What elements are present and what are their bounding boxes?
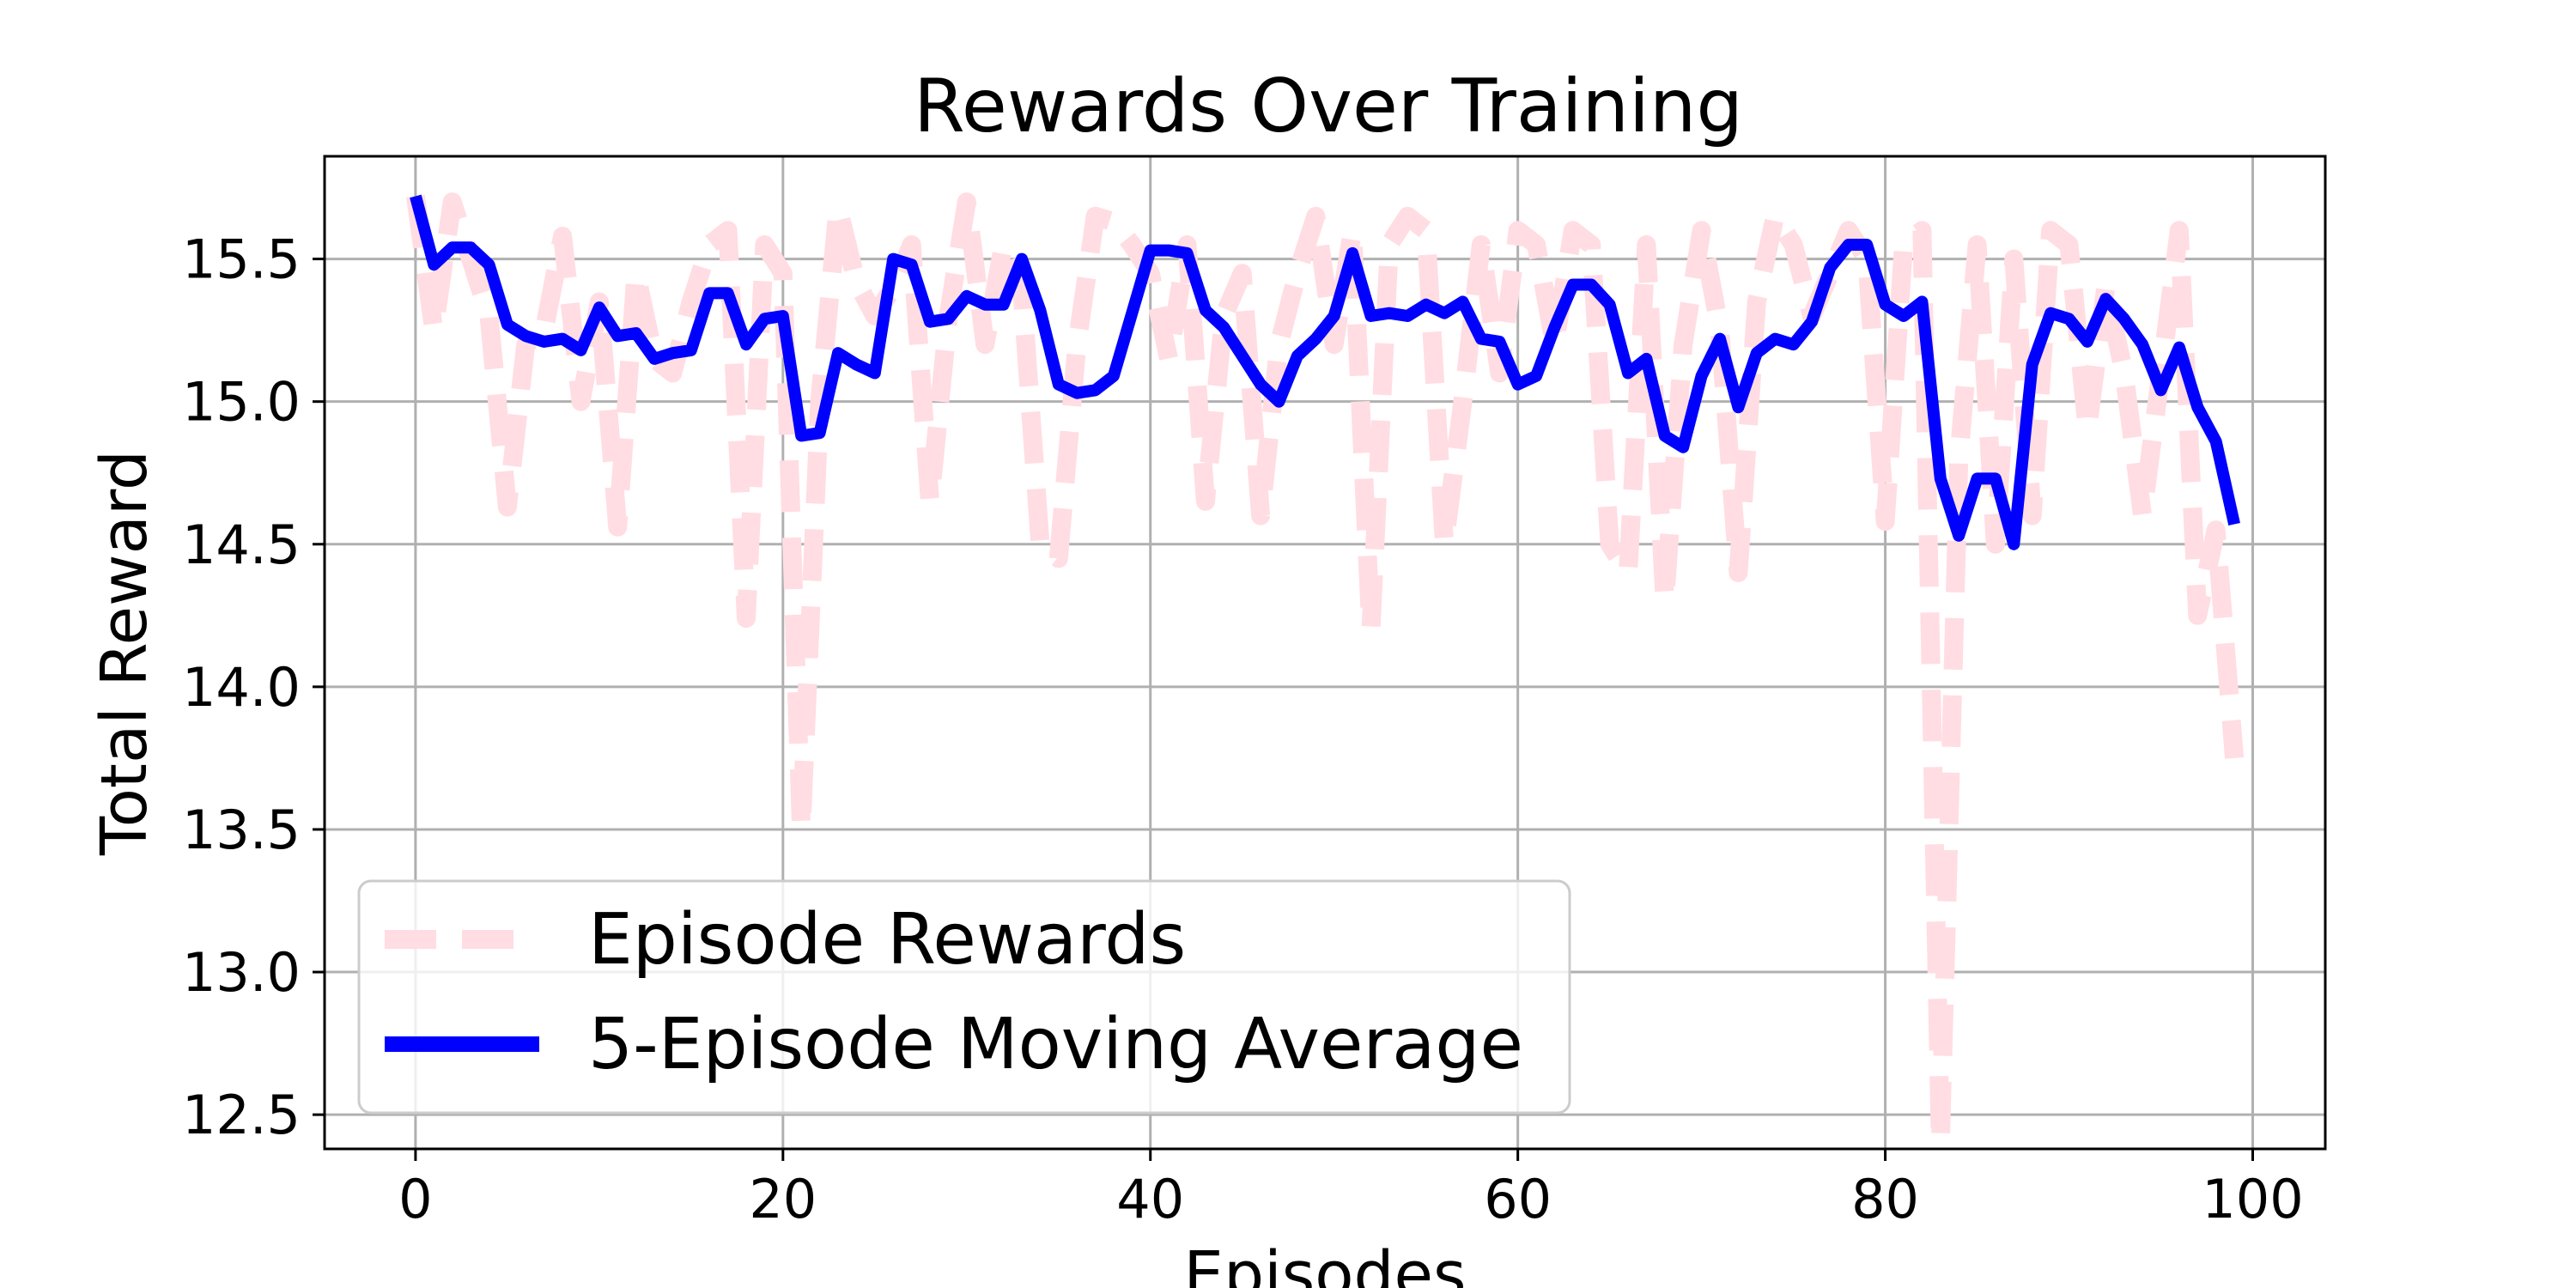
series-line-moving-average (410, 194, 2240, 550)
x-axis-label: Episodes (1183, 1238, 1466, 1288)
legend-label-episode-rewards: Episode Rewards (588, 899, 1186, 981)
x-tick-label: 0 (398, 1168, 432, 1230)
series-layer (406, 192, 2245, 1153)
legend: Episode Rewards 5-Episode Moving Average (357, 879, 1571, 1115)
legend-box (357, 879, 1571, 1115)
y-axis-label: Total Reward (88, 450, 161, 856)
y-tick-label: 15.5 (182, 228, 301, 291)
x-axis: 0 20 40 60 80 100 (398, 1149, 2304, 1230)
x-tick-label: 20 (749, 1168, 817, 1230)
legend-label-moving-average: 5-Episode Moving Average (588, 1004, 1523, 1085)
chart-title: Rewards Over Training (914, 64, 1743, 149)
y-tick-label: 13.5 (182, 799, 301, 861)
y-axis: 12.5 13.0 13.5 14.0 14.5 15.0 15.5 (182, 228, 325, 1146)
y-tick-label: 13.0 (182, 941, 301, 1004)
series-line-episode-rewards (406, 192, 2245, 1153)
y-tick-label: 14.5 (182, 513, 301, 576)
plot-frame (323, 155, 2327, 1151)
x-tick-label: 40 (1116, 1168, 1184, 1230)
y-tick-label: 12.5 (182, 1084, 301, 1146)
y-tick-label: 15.0 (182, 371, 301, 434)
x-tick-label: 80 (1851, 1168, 1919, 1230)
y-tick-label: 14.0 (182, 656, 301, 719)
x-tick-label: 100 (2202, 1168, 2303, 1230)
x-tick-label: 60 (1484, 1168, 1552, 1230)
